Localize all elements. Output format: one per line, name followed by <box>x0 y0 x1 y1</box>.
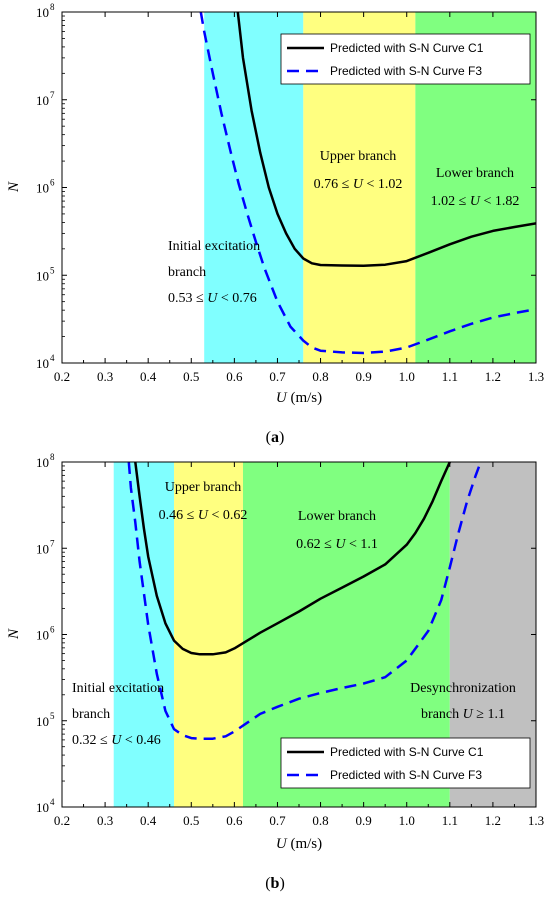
legend-b: Predicted with S-N Curve C1 Predicted wi… <box>280 737 531 789</box>
x-tick-label-b-2: 0.4 <box>140 813 157 828</box>
series-line-b-f3 <box>127 462 482 740</box>
x-tick-label-a-8: 1.0 <box>399 369 415 384</box>
legend-label-c1-b: Predicted with S-N Curve C1 <box>330 745 484 759</box>
y-tick-label-b-0: 10 <box>36 800 49 815</box>
x-ticks-b: 0.2 0.3 0.4 0.5 0.6 0.7 0.8 0.9 1.0 1.1 1.2 1.3 <box>54 462 544 828</box>
x-tick-label-b-4: 0.6 <box>226 813 243 828</box>
x-tick-label-b-0: 0.2 <box>54 813 70 828</box>
x-tick-label-a-9: 1.1 <box>442 369 458 384</box>
x-tick-label-a-2: 0.4 <box>140 369 157 384</box>
y-tick-label-a-4: 10 <box>36 5 49 20</box>
y-tick-label-b-2: 10 <box>36 628 49 643</box>
series-b <box>127 462 482 740</box>
x-tick-label-b-11: 1.3 <box>528 813 544 828</box>
legend-box-a <box>280 33 531 85</box>
legend-a: Predicted with S-N Curve C1 Predicted wi… <box>280 33 531 85</box>
region-b-1 <box>174 462 243 807</box>
annotation-b-3-line-1: branch U ≥ 1.1 <box>421 707 505 722</box>
x-tick-label-b-7: 0.9 <box>356 813 372 828</box>
x-tick-label-a-3: 0.5 <box>183 369 199 384</box>
x-tick-label-a-1: 0.3 <box>97 369 113 384</box>
annotations-b: Initial excitation branch 0.32 ≤ U < 0.46 U… <box>72 480 516 748</box>
annotation-a-0-line-1: branch <box>168 265 206 280</box>
y-tick-exp-a-2: 6 <box>50 178 55 188</box>
x-tick-label-b-6: 0.8 <box>312 813 328 828</box>
x-tick-label-a-10: 1.2 <box>485 369 501 384</box>
series-line-a-c1 <box>236 12 536 268</box>
series-line-b-c1 <box>134 462 451 656</box>
x-axis-title-b: U (m/s) <box>276 836 322 852</box>
y-tick-label-b-3: 10 <box>36 541 49 556</box>
annotation-b-0-line-1: branch <box>72 707 110 722</box>
x-tick-label-b-9: 1.1 <box>442 813 458 828</box>
annotation-a-1-line-0: Upper branch <box>320 149 397 164</box>
x-tick-label-a-4: 0.6 <box>226 369 243 384</box>
y-tick-exp-a-4: 8 <box>50 2 55 12</box>
y-tick-exp-a-3: 7 <box>50 90 55 100</box>
annotation-b-0-line-2: 0.32 ≤ U < 0.46 <box>72 733 161 748</box>
panel-a: Initial excitation branch 0.53 ≤ U < 0.76 U… <box>6 2 544 446</box>
y-tick-exp-b-0: 4 <box>50 797 55 807</box>
x-tick-label-b-5: 0.7 <box>269 813 286 828</box>
x-tick-label-b-1: 0.3 <box>97 813 113 828</box>
annotation-a-2-line-0: Lower branch <box>436 166 514 181</box>
x-tick-label-a-0: 0.2 <box>54 369 70 384</box>
x-tick-label-a-5: 0.7 <box>269 369 286 384</box>
y-axis-title-a: N <box>6 181 22 193</box>
series-a <box>199 12 536 355</box>
y-tick-exp-b-1: 5 <box>50 711 55 721</box>
y-tick-label-a-0: 10 <box>36 356 49 371</box>
y-tick-label-a-1: 10 <box>36 268 49 283</box>
y-axis-title-b: N <box>6 628 22 640</box>
y-tick-exp-b-2: 6 <box>50 625 55 635</box>
legend-box-b <box>280 737 531 789</box>
y-tick-exp-b-3: 7 <box>50 538 55 548</box>
annotation-b-2-line-0: Lower branch <box>298 509 376 524</box>
caption-b: (b) <box>265 875 285 892</box>
annotation-a-0-line-2: 0.53 ≤ U < 0.76 <box>168 291 257 306</box>
legend-label-f3-a: Predicted with S-N Curve F3 <box>330 64 482 78</box>
legend-label-f3-b: Predicted with S-N Curve F3 <box>330 768 482 782</box>
x-tick-label-a-7: 0.9 <box>356 369 372 384</box>
x-ticks-a: 0.2 0.3 0.4 0.5 0.6 0.7 0.8 0.9 1.0 1.1 1.2 1.3 <box>54 12 544 384</box>
regions-b <box>113 462 536 807</box>
annotation-b-1-line-1: 0.46 ≤ U < 0.62 <box>159 508 248 523</box>
y-tick-exp-a-0: 4 <box>50 353 55 363</box>
x-tick-label-b-10: 1.2 <box>485 813 501 828</box>
x-axis-title-a: U (m/s) <box>276 390 322 406</box>
x-tick-label-b-3: 0.5 <box>183 813 199 828</box>
x-tick-label-a-6: 0.8 <box>312 369 328 384</box>
annotation-b-2-line-1: 0.62 ≤ U < 1.1 <box>296 537 378 552</box>
series-line-a-f3 <box>199 12 536 355</box>
legend-label-c1-a: Predicted with S-N Curve C1 <box>330 41 484 55</box>
x-tick-label-b-8: 1.0 <box>399 813 415 828</box>
annotation-a-0-line-0: Initial excitation <box>168 239 260 254</box>
annotation-b-0-line-0: Initial excitation <box>72 681 164 696</box>
y-tick-exp-b-4: 8 <box>50 452 55 462</box>
annotation-b-1-line-0: Upper branch <box>165 480 242 495</box>
y-tick-label-a-3: 10 <box>36 93 49 108</box>
panel-b: Initial excitation branch 0.32 ≤ U < 0.46 U… <box>6 452 544 892</box>
caption-a: (a) <box>266 429 285 446</box>
y-tick-label-b-4: 10 <box>36 455 49 470</box>
annotation-b-3-line-0: Desynchronization <box>410 681 516 696</box>
x-tick-label-a-11: 1.3 <box>528 369 544 384</box>
annotation-a-1-line-1: 0.76 ≤ U < 1.02 <box>314 177 403 192</box>
annotations-a: Initial excitation branch 0.53 ≤ U < 0.76 U… <box>168 149 519 306</box>
annotation-a-2-line-1: 1.02 ≤ U < 1.82 <box>431 194 520 209</box>
y-tick-exp-a-1: 5 <box>50 265 55 275</box>
y-tick-label-b-1: 10 <box>36 714 49 729</box>
y-tick-label-a-2: 10 <box>36 181 49 196</box>
